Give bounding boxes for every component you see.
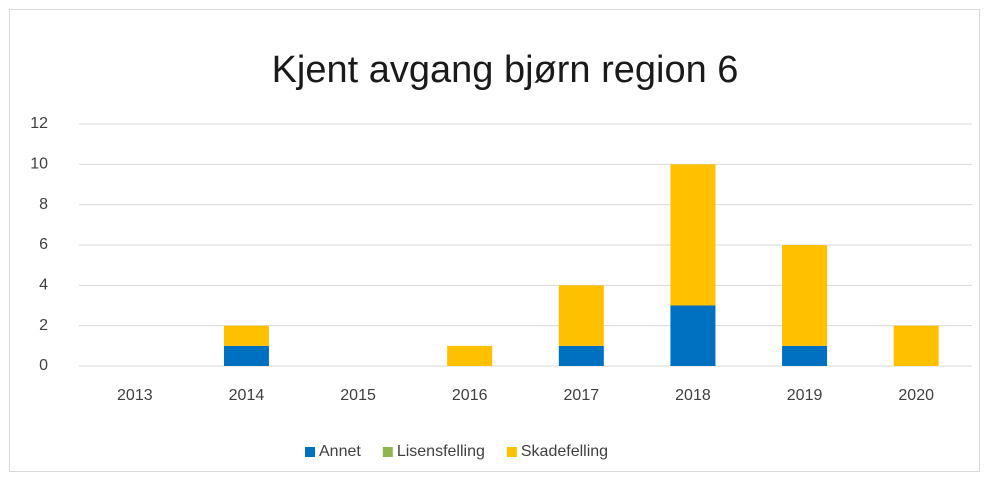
bar-segment bbox=[670, 305, 716, 366]
bar-segment bbox=[893, 325, 939, 366]
bar-segment bbox=[782, 345, 828, 366]
y-tick-label: 10 bbox=[30, 156, 48, 173]
legend-swatch bbox=[305, 447, 315, 457]
chart-title: Kjent avgang bjørn region 6 bbox=[272, 49, 739, 91]
legend-swatch bbox=[382, 447, 393, 457]
bar-segment bbox=[782, 245, 828, 346]
legend-label: Annet bbox=[319, 443, 361, 460]
bar-segment bbox=[447, 345, 493, 366]
legend-label: Skadefelling bbox=[521, 443, 608, 460]
bar-segment bbox=[223, 325, 269, 346]
bar-segment bbox=[558, 345, 604, 366]
chart-border bbox=[9, 9, 980, 472]
y-tick-label: 12 bbox=[30, 115, 48, 132]
x-tick-label: 2018 bbox=[675, 387, 711, 404]
x-tick-label: 2014 bbox=[229, 387, 265, 404]
x-tick-label: 2020 bbox=[898, 387, 934, 404]
bar-segment bbox=[223, 345, 269, 366]
bar-segment bbox=[558, 285, 604, 346]
x-tick-label: 2015 bbox=[340, 387, 376, 404]
x-tick-label: 2019 bbox=[787, 387, 823, 404]
y-tick-label: 8 bbox=[39, 196, 48, 213]
y-tick-label: 2 bbox=[39, 317, 48, 334]
legend-swatch bbox=[506, 447, 517, 457]
x-tick-label: 2017 bbox=[564, 387, 600, 404]
legend-label: Lisensfelling bbox=[397, 443, 485, 460]
bar-segment bbox=[670, 164, 716, 306]
x-tick-label: 2013 bbox=[117, 387, 153, 404]
y-tick-label: 0 bbox=[39, 357, 48, 374]
y-tick-label: 4 bbox=[39, 277, 48, 294]
y-tick-label: 6 bbox=[39, 236, 48, 253]
x-tick-label: 2016 bbox=[452, 387, 488, 404]
